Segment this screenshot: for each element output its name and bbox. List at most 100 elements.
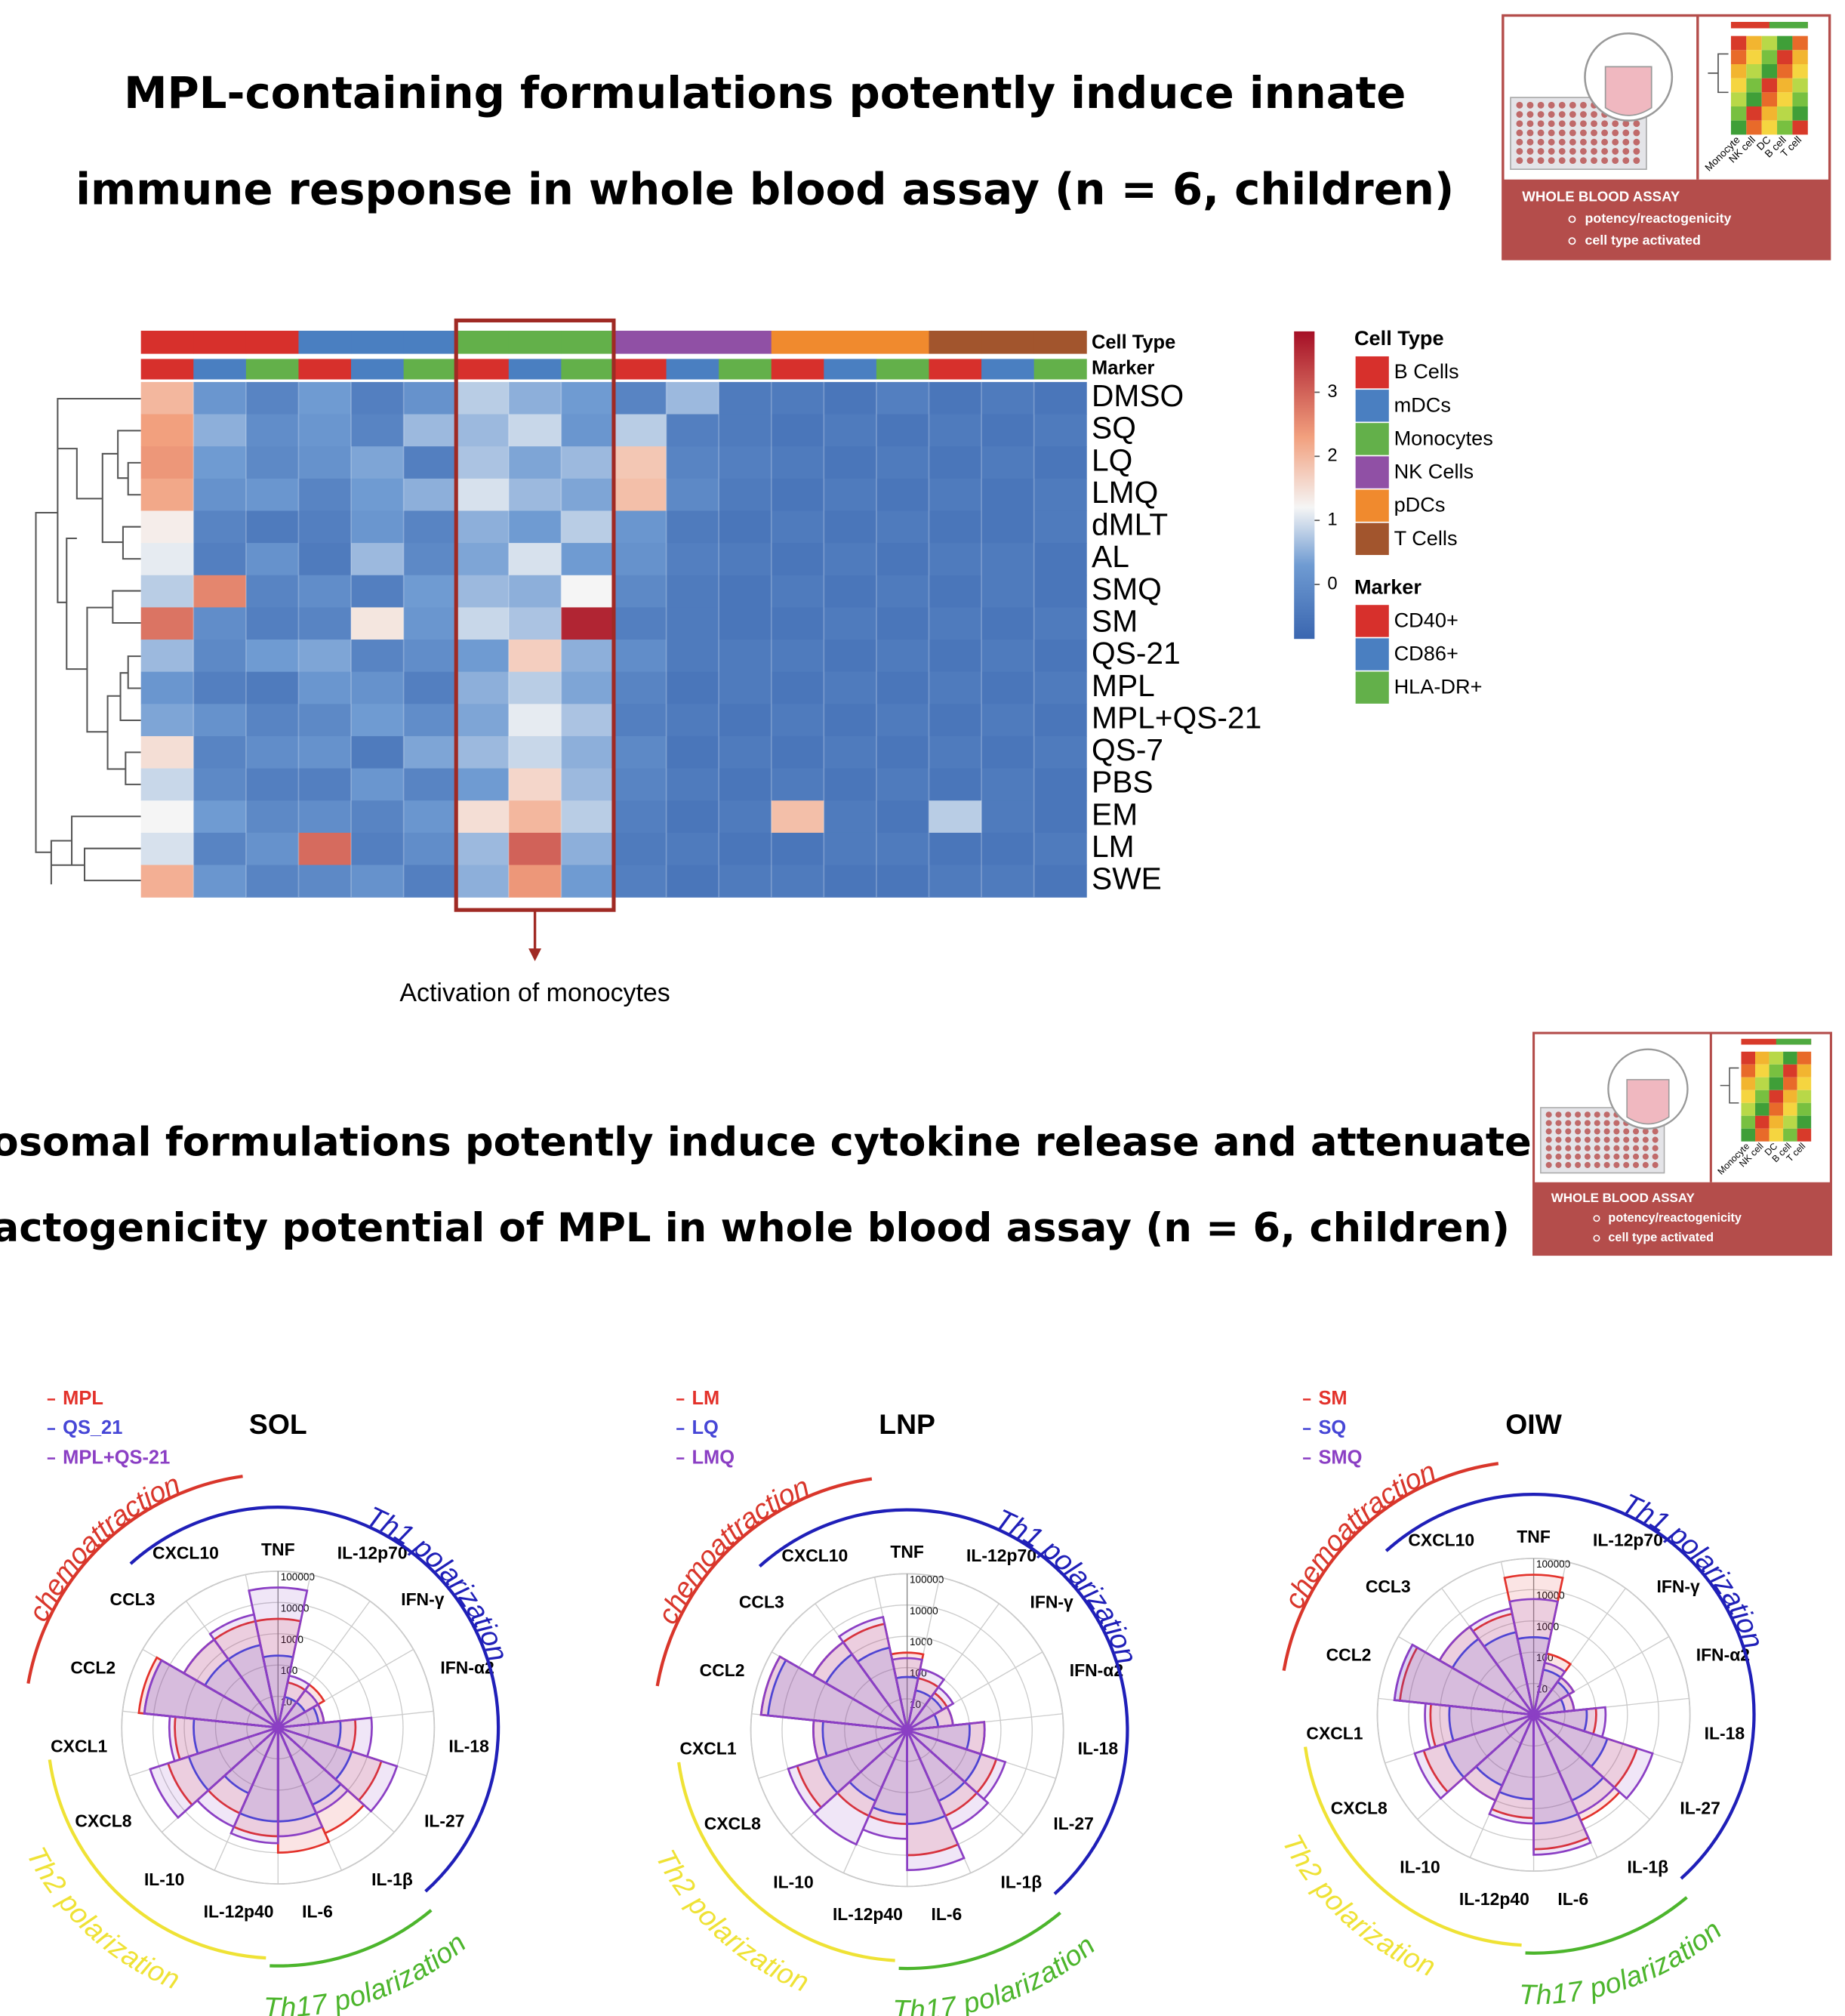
well [1622, 147, 1630, 155]
heatmap-cell [193, 640, 247, 673]
mini-cell [1769, 1115, 1784, 1129]
marker-bar [508, 359, 562, 380]
row-label: SMQ [1092, 572, 1162, 606]
heatmap-cell [193, 381, 247, 415]
category-label: CCL3 [1366, 1577, 1411, 1596]
heatmap-cell [1033, 704, 1087, 737]
group-label: Th2 polarization [20, 1842, 184, 1996]
heatmap-cell [193, 607, 247, 640]
mini-cell [1783, 1102, 1797, 1116]
well [1633, 120, 1640, 128]
heatmap-cell [771, 575, 824, 608]
well [1516, 157, 1523, 165]
category-label: CCL2 [70, 1657, 116, 1677]
marker-bar [456, 359, 510, 380]
heatmap-cell [981, 768, 1035, 801]
well [1565, 1145, 1572, 1151]
heatmap-cell [456, 575, 510, 608]
mini-cell [1797, 1102, 1812, 1116]
heatmap-cell [771, 640, 824, 673]
heatmap-cell [613, 865, 667, 898]
category-label: IFN-α2 [1070, 1660, 1123, 1680]
inset-bullet: potency/reactogenicity [1608, 1211, 1742, 1225]
well [1594, 1128, 1600, 1135]
well [1584, 1153, 1591, 1160]
heatmap-cell [1033, 640, 1087, 673]
category-label: CCL3 [739, 1592, 784, 1611]
well [1642, 1136, 1649, 1143]
mini-cell [1797, 1128, 1812, 1142]
group-arc [48, 1759, 266, 1960]
well [1603, 1153, 1610, 1160]
group-label-text: Th1 polarization [1618, 1487, 1771, 1652]
heatmap-cell [929, 575, 982, 608]
heatmap-cell [824, 607, 877, 640]
mini-cell [1746, 78, 1762, 93]
row-label: SWE [1092, 862, 1162, 896]
well [1537, 157, 1545, 165]
row-label: EM [1092, 797, 1138, 831]
well [1580, 101, 1587, 109]
marker-bar [140, 359, 194, 380]
mini-cell [1730, 50, 1747, 64]
heatmap-cell [929, 735, 982, 769]
category-label: IL-12p40 [204, 1902, 274, 1922]
cell-type-bar [876, 331, 929, 354]
well [1642, 1161, 1649, 1168]
well [1565, 1161, 1572, 1168]
mini-cell [1741, 1115, 1756, 1129]
heatmap-cell [1033, 510, 1087, 544]
mini-cell [1777, 35, 1793, 51]
group-label-text: Th17 polarization [1519, 1913, 1727, 2010]
legend-label: pDCs [1394, 493, 1446, 516]
well [1516, 129, 1523, 137]
group-arc [655, 1477, 873, 1687]
well [1569, 101, 1576, 109]
legend-label: CD40+ [1394, 608, 1458, 631]
well [1575, 1120, 1582, 1127]
well [1565, 1120, 1572, 1127]
marker-bar [193, 359, 247, 380]
cell-type-bar [456, 331, 510, 354]
heatmap-cell [981, 640, 1035, 673]
heatmap-cell [245, 575, 299, 608]
mini-gradient [1776, 1038, 1812, 1045]
group-label-text: Th2 polarization [20, 1842, 184, 1996]
cell-type-bar [561, 331, 614, 354]
radial-tick-label: 1000 [910, 1636, 933, 1648]
heatmap-cell [456, 800, 510, 834]
heatmap-cell [298, 575, 352, 608]
heatmap-cell [613, 832, 667, 866]
inset-bullet: cell type activated [1608, 1231, 1714, 1244]
well [1569, 157, 1576, 165]
row-label: DMSO [1092, 378, 1184, 413]
well [1601, 138, 1609, 146]
row-label: MPL [1092, 668, 1155, 703]
mini-cell [1792, 92, 1808, 107]
petal [759, 1655, 908, 1731]
marker-bar [245, 359, 299, 380]
category-label: CXCL10 [152, 1543, 219, 1563]
well [1594, 1161, 1600, 1168]
category-label: IL-6 [931, 1904, 962, 1924]
heatmap-cell [719, 414, 772, 447]
well [1537, 147, 1545, 155]
heatmap-cell [666, 865, 719, 898]
heatmap-cell [456, 414, 510, 447]
row-label: QS-7 [1092, 732, 1163, 767]
category-label: IL-10 [1400, 1857, 1440, 1876]
heatmap-cell [298, 446, 352, 479]
heatmap-cell [351, 832, 405, 866]
heatmap-cell [193, 575, 247, 608]
legend-title: Cell Type [1354, 326, 1444, 350]
well [1575, 1111, 1582, 1118]
heatmap-cell [140, 865, 194, 898]
heatmap-cell [771, 607, 824, 640]
heatmap-cell [719, 575, 772, 608]
marker-bar [876, 359, 929, 380]
heatmap-cell [876, 575, 929, 608]
heatmap-cell [245, 735, 299, 769]
well [1613, 1145, 1620, 1151]
heatmap-cell [456, 510, 510, 544]
chart-title: SOL [249, 1408, 307, 1440]
